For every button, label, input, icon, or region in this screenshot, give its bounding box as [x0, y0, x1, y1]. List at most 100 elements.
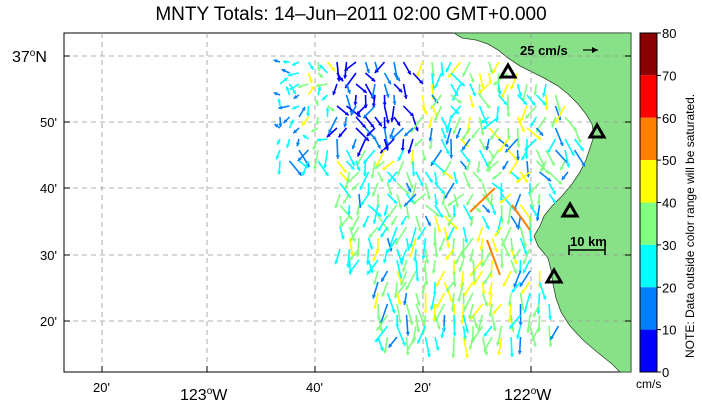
current-vector-head: [559, 142, 564, 146]
current-vector-head: [392, 177, 397, 182]
current-vector-head: [397, 319, 402, 324]
current-vector-head: [521, 289, 525, 294]
current-vector-head: [466, 183, 471, 188]
current-vector-head: [436, 282, 440, 287]
current-vector-head: [405, 190, 410, 195]
site-marker-4: [544, 267, 564, 284]
current-vector-head: [452, 96, 457, 101]
current-vector-head: [366, 192, 371, 196]
current-vector-head: [344, 67, 349, 71]
current-vector-head: [496, 341, 501, 346]
current-vector-head: [324, 172, 329, 177]
current-vector-head: [409, 321, 414, 325]
current-vector-head: [448, 174, 453, 179]
lon-label-123w: 123oW: [180, 386, 228, 404]
current-vector-head: [470, 315, 475, 320]
current-vector-head: [545, 169, 550, 174]
current-vector-head: [428, 137, 433, 142]
current-vector-head: [339, 77, 344, 82]
current-vector-head: [323, 164, 328, 169]
current-vector-head: [447, 236, 451, 241]
site-marker-3: [560, 201, 580, 218]
current-vector-head: [397, 171, 401, 176]
current-vector-head: [452, 130, 457, 135]
current-vector-head: [442, 134, 447, 139]
current-vector-head: [397, 301, 402, 305]
current-vector-head: [340, 235, 345, 240]
current-vector-head: [353, 101, 358, 106]
current-vector-head: [368, 233, 373, 238]
current-vector-head: [468, 345, 473, 350]
current-vector-head: [385, 119, 390, 124]
current-vector-head: [317, 137, 321, 142]
current-vector-head: [286, 144, 290, 148]
current-vector-head: [440, 189, 445, 194]
current-vector-head: [532, 343, 537, 347]
current-vector-head: [520, 117, 524, 122]
current-vector-head: [379, 178, 384, 182]
current-vector-head: [315, 99, 320, 104]
current-vector-head: [417, 235, 422, 240]
current-vector-head: [391, 309, 396, 314]
current-vector-head: [416, 328, 421, 333]
current-vector: [443, 281, 454, 303]
current-vector-head: [488, 80, 493, 85]
current-vector: [523, 292, 531, 314]
current-vector-head: [352, 186, 356, 191]
current-vector-head: [548, 343, 553, 347]
current-vector-head: [398, 88, 403, 93]
current-vector-head: [499, 148, 503, 152]
current-vector-head: [442, 171, 447, 176]
current-vector-head: [362, 172, 367, 177]
current-vector-head: [378, 227, 382, 232]
current-vector: [388, 226, 398, 248]
current-vector-head: [434, 253, 439, 258]
colorbar-segment: [640, 202, 657, 245]
current-vector-head: [577, 139, 582, 143]
colorbar-tick-label: 10: [662, 323, 676, 338]
colorbar-tick-label: 60: [662, 111, 676, 126]
current-vector-head: [350, 165, 355, 170]
current-vector-head: [493, 81, 498, 85]
current-vector: [529, 325, 537, 348]
current-vector-head: [338, 133, 343, 138]
current-vector-head: [315, 83, 320, 88]
map-title: MNTY Totals: 14–Jun–2011 02:00 GMT+0.000: [155, 4, 547, 25]
current-vector-head: [507, 302, 512, 306]
current-vector-head: [500, 264, 505, 268]
current-vector-head: [417, 227, 422, 232]
current-vector-head: [400, 147, 405, 152]
current-vector-head: [555, 119, 559, 124]
current-vector-head: [510, 85, 514, 90]
current-vector: [537, 292, 541, 315]
current-vector-head: [537, 135, 542, 140]
current-vector-head: [540, 167, 545, 172]
current-vector-head: [407, 149, 412, 154]
current-vector-head: [517, 350, 522, 355]
current-vector-head: [523, 178, 528, 183]
current-vector-head: [372, 294, 376, 299]
current-vector-head: [366, 69, 370, 73]
current-vector-head: [437, 228, 441, 233]
current-vector-head: [409, 243, 414, 248]
current-vector-head: [534, 212, 538, 217]
current-vector-head: [447, 214, 451, 219]
current-vector-head: [414, 142, 419, 147]
current-vector-head: [409, 112, 414, 117]
current-vector-head: [362, 223, 367, 228]
current-vector-head: [503, 101, 508, 105]
current-vector-head: [485, 146, 490, 151]
current-vector-head: [306, 112, 311, 117]
current-vector-head: [351, 237, 356, 242]
current-vector: [452, 336, 455, 358]
current-vector-head: [397, 156, 402, 161]
current-vector-head: [278, 105, 283, 110]
current-vector-head: [521, 128, 525, 133]
current-vector-head: [391, 221, 396, 225]
current-vector-head: [387, 213, 392, 218]
current-vector-head: [293, 95, 298, 99]
current-vector-head: [401, 341, 406, 346]
current-vector-head: [410, 199, 414, 203]
current-vector-head: [464, 354, 469, 359]
current-vector-head: [427, 222, 431, 226]
